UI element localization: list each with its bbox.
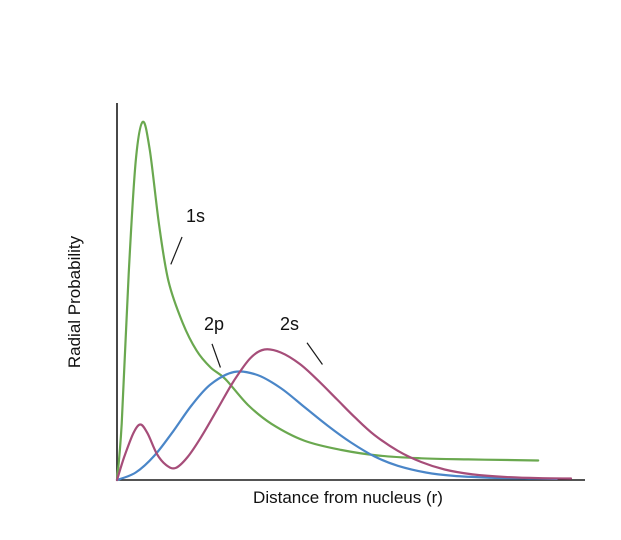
leader-line-2p [211,343,221,368]
y-axis-label: Radial Probability [65,235,84,369]
curve-1s [115,120,540,482]
curve-label-2s: 2s [280,314,300,334]
curve-label-2p: 2p [204,314,225,334]
curve-2s [115,348,573,482]
curve-2p [115,370,558,482]
curve-label-1s: 1s [186,206,206,226]
leader-line-2s [306,342,323,365]
leader-line-1s [170,236,183,265]
x-axis-label: Distance from nucleus (r) [253,488,443,507]
